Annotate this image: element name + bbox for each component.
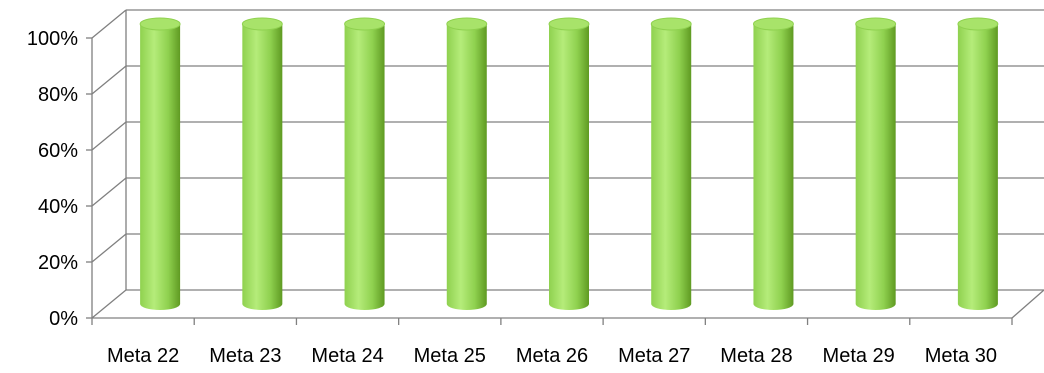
- bar: [651, 18, 691, 310]
- bar: [549, 18, 589, 310]
- x-tick-label: Meta 25: [414, 345, 486, 367]
- bars: [140, 18, 998, 310]
- y-tick-label: 80%: [38, 84, 78, 106]
- bar-top: [447, 18, 487, 30]
- bar: [856, 18, 896, 310]
- bar-body: [140, 24, 180, 310]
- bar-top: [958, 18, 998, 30]
- bar-body: [651, 24, 691, 310]
- bar: [447, 18, 487, 310]
- bar-body: [447, 24, 487, 310]
- floor-edge-right: [1012, 290, 1044, 318]
- x-tick-label: Meta 28: [720, 345, 792, 367]
- x-tick-label: Meta 30: [925, 345, 997, 367]
- gridline-side: [92, 10, 126, 38]
- y-tick-label: 20%: [38, 252, 78, 274]
- bar-body: [345, 24, 385, 310]
- bar-top: [140, 18, 180, 30]
- bar-top: [856, 18, 896, 30]
- x-tick-label: Meta 29: [823, 345, 895, 367]
- y-tick-label: 0%: [49, 308, 78, 330]
- y-tick-label: 100%: [27, 28, 78, 50]
- gridline-side: [92, 178, 126, 206]
- x-tick-label: Meta 24: [311, 345, 383, 367]
- bar-top: [651, 18, 691, 30]
- gridline-side: [92, 66, 126, 94]
- bar: [753, 18, 793, 310]
- bar-body: [856, 24, 896, 310]
- x-tick-label: Meta 22: [107, 345, 179, 367]
- gridline-side: [92, 234, 126, 262]
- bar-body: [753, 24, 793, 310]
- bar-body: [242, 24, 282, 310]
- gridline-side: [92, 290, 126, 318]
- gridline-side: [92, 122, 126, 150]
- bar: [140, 18, 180, 310]
- y-tick-label: 40%: [38, 196, 78, 218]
- bar-top: [345, 18, 385, 30]
- bar: [242, 18, 282, 310]
- x-tick-label: Meta 23: [209, 345, 281, 367]
- bar: [958, 18, 998, 310]
- x-tick-label: Meta 26: [516, 345, 588, 367]
- bar-top: [753, 18, 793, 30]
- bar-top: [549, 18, 589, 30]
- bar-body: [958, 24, 998, 310]
- bar: [345, 18, 385, 310]
- x-tick-label: Meta 27: [618, 345, 690, 367]
- bar-top: [242, 18, 282, 30]
- bar-body: [549, 24, 589, 310]
- y-tick-label: 60%: [38, 140, 78, 162]
